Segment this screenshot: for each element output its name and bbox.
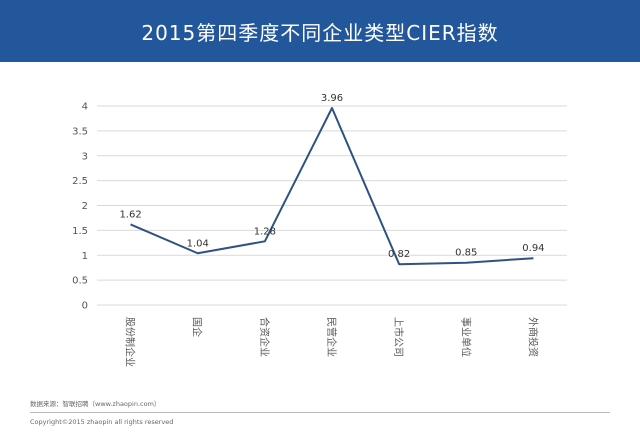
data-label: 0.94 (522, 243, 544, 254)
data-label: 1.28 (254, 226, 276, 237)
chart-header: 2015第四季度不同企业类型CIER指数 (0, 0, 640, 62)
line-chart: 0 0.5 1 1.5 2 2.5 3 3.5 4 1.62 1.04 1.28 3.96 0.82 0.… (72, 93, 567, 367)
data-label: 0.85 (455, 248, 477, 259)
y-tick-label: 3 (82, 151, 88, 162)
chart-title: 2015第四季度不同企业类型CIER指数 (141, 20, 499, 45)
data-labels: 1.62 1.04 1.28 3.96 0.82 0.85 0.94 (119, 93, 544, 260)
series-polyline (130, 106, 534, 266)
x-category-label: 股份制企业 (124, 317, 137, 367)
x-category-label: 事业单位 (459, 317, 472, 357)
y-tick-label: 0 (82, 301, 88, 312)
data-label: 1.62 (119, 209, 141, 220)
y-axis-ticks: 0 0.5 1 1.5 2 2.5 3 3.5 4 (72, 102, 88, 312)
data-label: 1.04 (187, 238, 209, 249)
y-tick-label: 2 (82, 201, 88, 212)
y-tick-label: 1 (82, 251, 88, 262)
x-category-label: 外商投资 (526, 317, 539, 357)
x-category-label: 民营企业 (325, 317, 338, 357)
x-category-label: 上市公司 (392, 317, 405, 357)
footer-divider (30, 412, 610, 413)
y-tick-label: 2.5 (72, 176, 88, 187)
series-line (130, 106, 534, 266)
data-source-note: 数据来源：智联招聘（www.zhaopin.com） (30, 400, 161, 408)
x-axis-categories: 股份制企业 国企 合资企业 民营企业 上市公司 事业单位 外商投资 (124, 317, 540, 367)
y-tick-label: 1.5 (72, 226, 88, 237)
y-tick-label: 4 (82, 102, 88, 113)
y-tick-label: 0.5 (72, 276, 88, 287)
grid-lines (97, 105, 567, 306)
copyright-note: Copyright©2015 zhaopin all rights reserv… (30, 418, 174, 426)
x-category-label: 国企 (191, 317, 204, 337)
y-tick-label: 3.5 (72, 126, 88, 137)
data-label: 0.82 (388, 249, 410, 260)
x-category-label: 合资企业 (258, 317, 271, 357)
data-label: 3.96 (321, 93, 343, 104)
